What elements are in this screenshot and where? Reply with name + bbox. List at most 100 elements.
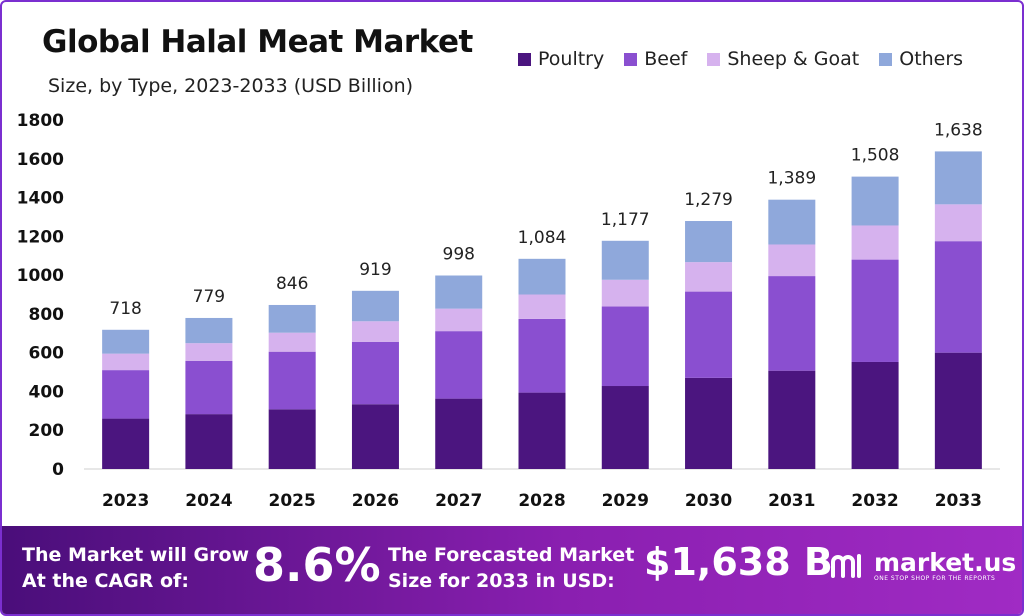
- logo-text: market.us: [874, 547, 1017, 577]
- legend: Poultry Beef Sheep & Goat Others: [518, 48, 963, 70]
- legend-label-others: Others: [899, 48, 964, 70]
- market-us-logo: market.us ONE STOP SHOP FOR THE REPORTS: [830, 550, 1016, 582]
- x-tick-label-2024: 2024: [185, 491, 232, 511]
- bar-segment-poultry-2032: [851, 361, 899, 469]
- total-label-2024: 779: [193, 287, 225, 307]
- legend-swatch-others: [879, 52, 893, 66]
- total-label-2028: 1,084: [518, 228, 567, 248]
- bar-segment-others-2029: [601, 240, 649, 280]
- cagr-value: 8.6%: [253, 538, 381, 592]
- chart-title: Global Halal Meat Market: [42, 24, 473, 60]
- market-us-logo-icon: [831, 554, 861, 578]
- x-tick-label-2028: 2028: [518, 491, 565, 511]
- total-label-2032: 1,508: [851, 146, 900, 166]
- bar-segment-poultry-2029: [601, 386, 649, 469]
- bar-segment-others-2031: [768, 199, 816, 245]
- forecast-label-line1: The Forecasted Market: [388, 544, 635, 566]
- bar-segment-sheep-goat-2027: [435, 308, 483, 332]
- bar-segment-beef-2030: [685, 291, 733, 378]
- total-label-2026: 919: [359, 260, 391, 280]
- bar-segment-beef-2023: [102, 370, 150, 419]
- y-tick-label: 600: [29, 344, 65, 364]
- chart-subtitle: Size, by Type, 2023-2033 (USD Billion): [48, 75, 414, 97]
- bar-segment-beef-2024: [185, 360, 233, 415]
- y-tick-label: 1400: [17, 189, 64, 209]
- summary-banner: The Market will Grow At the CAGR of: 8.6…: [2, 526, 1022, 614]
- x-tick-label-2027: 2027: [435, 491, 482, 511]
- x-tick-label-2031: 2031: [768, 491, 815, 511]
- bar-segment-poultry-2026: [351, 404, 399, 469]
- total-label-2027: 998: [443, 244, 475, 264]
- bar-segment-sheep-goat-2025: [268, 332, 316, 352]
- total-label-2031: 1,389: [767, 169, 816, 189]
- y-tick-label: 400: [29, 382, 65, 402]
- legend-item-sheep-goat: Sheep & Goat: [707, 48, 859, 70]
- x-tick-label-2023: 2023: [102, 491, 149, 511]
- bar-segment-sheep-goat-2030: [685, 262, 733, 292]
- x-tick-label-2029: 2029: [602, 491, 649, 511]
- x-tick-label-2033: 2033: [935, 491, 982, 511]
- stacked-bar-chart: 0 200 400 600 800 1000 1200 1400 1600 1800 718 2023…: [17, 111, 1000, 511]
- bar-segment-beef-2032: [851, 259, 899, 362]
- x-tick-label-2032: 2032: [851, 491, 898, 511]
- bar-segment-beef-2025: [268, 351, 316, 410]
- bar-segment-beef-2031: [768, 276, 816, 371]
- cagr-label: The Market will Grow At the CAGR of:: [22, 542, 249, 594]
- legend-item-others: Others: [879, 48, 963, 70]
- total-label-2025: 846: [276, 274, 308, 294]
- x-tick-label-2030: 2030: [685, 491, 732, 511]
- bar-segment-poultry-2033: [934, 352, 982, 469]
- bar-segment-others-2026: [351, 290, 399, 322]
- bar-segment-others-2025: [268, 304, 316, 333]
- bar-segment-beef-2026: [351, 341, 399, 405]
- bar-segment-sheep-goat-2031: [768, 244, 816, 277]
- total-label-2033: 1,638: [934, 120, 983, 140]
- bar-segment-sheep-goat-2024: [185, 343, 233, 361]
- y-tick-label: 0: [52, 460, 64, 480]
- bar-segment-beef-2028: [518, 318, 566, 393]
- total-label-2029: 1,177: [601, 210, 650, 230]
- x-tick-label-2026: 2026: [352, 491, 399, 511]
- bar-segment-beef-2029: [601, 306, 649, 387]
- bar-segment-poultry-2024: [185, 414, 233, 469]
- legend-item-poultry: Poultry: [518, 48, 604, 70]
- bar-segment-beef-2027: [435, 331, 483, 399]
- legend-label-poultry: Poultry: [538, 48, 605, 70]
- y-tick-label: 800: [29, 305, 65, 325]
- bar-segment-others-2024: [185, 317, 233, 344]
- bar-segment-others-2023: [102, 329, 150, 354]
- bar-segment-sheep-goat-2033: [934, 204, 982, 242]
- bar-segment-others-2028: [518, 258, 566, 295]
- y-tick-label: 1200: [17, 227, 64, 247]
- bar-segment-beef-2033: [934, 241, 982, 353]
- legend-label-beef: Beef: [644, 48, 688, 70]
- bar-segment-others-2030: [685, 221, 733, 263]
- legend-item-beef: Beef: [624, 48, 687, 70]
- bar-segment-poultry-2030: [685, 377, 733, 469]
- y-tick-label: 200: [29, 421, 65, 441]
- logo-tagline: ONE STOP SHOP FOR THE REPORTS: [874, 574, 996, 582]
- bar-segment-sheep-goat-2028: [518, 294, 566, 319]
- bar-segment-poultry-2027: [435, 398, 483, 469]
- bar-segment-poultry-2028: [518, 392, 566, 469]
- bar-segment-poultry-2031: [768, 370, 816, 469]
- bar-segment-others-2033: [934, 151, 982, 205]
- y-tick-label: 1800: [17, 111, 64, 131]
- forecast-label-line2: Size for 2033 in USD:: [388, 570, 615, 592]
- total-label-2030: 1,279: [684, 190, 733, 210]
- y-tick-label: 1600: [17, 150, 64, 170]
- bar-segment-poultry-2023: [102, 418, 150, 469]
- bar-segment-sheep-goat-2029: [601, 279, 649, 307]
- bar-segment-others-2032: [851, 176, 899, 226]
- bar-segment-sheep-goat-2023: [102, 353, 150, 371]
- legend-label-sheep-goat: Sheep & Goat: [727, 48, 860, 70]
- x-tick-label-2025: 2025: [269, 491, 316, 511]
- forecast-label: The Forecasted Market Size for 2033 in U…: [388, 542, 634, 594]
- y-tick-label: 1000: [17, 266, 64, 286]
- forecast-value: $1,638 B: [644, 540, 833, 584]
- logo-wordmark: market.us ONE STOP SHOP FOR THE REPORTS: [874, 547, 1017, 582]
- bar-segment-others-2027: [435, 275, 483, 309]
- bar-segment-sheep-goat-2026: [351, 321, 399, 342]
- legend-swatch-beef: [624, 52, 638, 66]
